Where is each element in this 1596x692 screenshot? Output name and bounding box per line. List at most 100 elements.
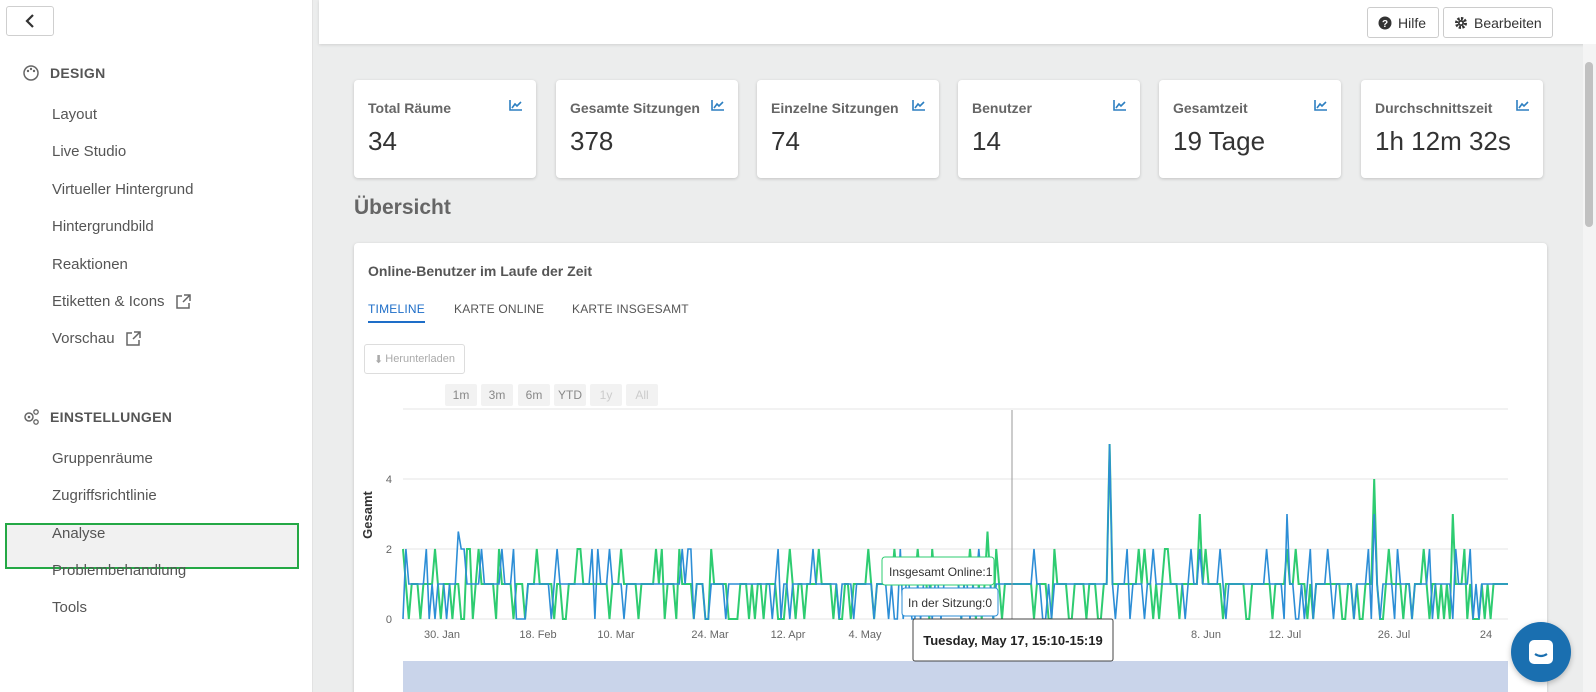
range-all-button[interactable]: All [626, 384, 658, 406]
stat-label: Gesamte Sitzungen [570, 100, 700, 116]
sidebar-item-active-highlight [5, 523, 299, 569]
y-tick-label: 0 [386, 614, 392, 626]
sidebar-item-reactions[interactable]: Reaktionen [52, 256, 128, 273]
y-tick-label: 4 [386, 474, 392, 486]
stat-card-users: Benutzer 14 [958, 80, 1140, 178]
sidebar-item-analytics[interactable]: Analyse [52, 525, 105, 542]
question-circle-icon: ? [1378, 16, 1392, 30]
range-ytd-button[interactable]: YTD [554, 384, 586, 406]
sidebar-item-layout[interactable]: Layout [52, 106, 97, 123]
range-1y-button[interactable]: 1y [590, 384, 622, 406]
gear-icon [1455, 16, 1467, 29]
stat-card-total-sessions: Gesamte Sitzungen 378 [556, 80, 738, 178]
stat-value: 34 [368, 126, 397, 156]
sidebar-item-label: Problembehandlung [52, 562, 187, 579]
x-tick-label: 30. Jan [424, 629, 460, 641]
palette-icon [23, 65, 39, 81]
stat-label: Benutzer [972, 100, 1032, 116]
x-tick-label: 10. Mar [597, 629, 635, 641]
sidebar-item-live-studio[interactable]: Live Studio [52, 143, 126, 160]
x-tick-label: 12. Apr [771, 629, 806, 641]
edit-label: Bearbeiten [1474, 14, 1542, 31]
top-bar: ? Hilfe Bearbeiten [319, 0, 1596, 44]
section-design: DESIGN [22, 64, 105, 82]
sidebar-item-label: Vorschau [52, 330, 115, 347]
sidebar-item-group-rooms[interactable]: Gruppenräume [52, 450, 153, 467]
y-axis-label: Gesamt [360, 490, 375, 538]
x-tick-label: 4. May [848, 629, 882, 641]
sidebar-item-label: Gruppenräume [52, 450, 153, 467]
sidebar-item-label: Virtueller Hintergrund [52, 181, 194, 198]
chevron-left-icon [25, 14, 34, 28]
sidebar-item-tools[interactable]: Tools [52, 599, 87, 616]
help-label: Hilfe [1398, 14, 1427, 31]
x-tick-label: 12. Jul [1269, 629, 1301, 641]
x-tick-label: 18. Feb [519, 629, 556, 641]
tooltip-online-text: Insgesamt Online:1 [889, 565, 993, 579]
tab-timeline[interactable]: TIMELINE [368, 302, 425, 323]
chart-title: Online-Benutzer im Laufe der Zeit [368, 263, 593, 279]
sidebar-item-label: Analyse [52, 525, 106, 542]
sidebar-item-label: Layout [52, 106, 98, 123]
line-chart-icon[interactable] [509, 100, 522, 111]
help-button[interactable]: ? Hilfe [1367, 7, 1439, 38]
chat-icon [1529, 640, 1553, 664]
stat-label: Durchschnittszeit [1375, 100, 1493, 116]
sidebar-item-troubleshooting[interactable]: Problembehandlung [52, 562, 186, 579]
svg-text:?: ? [1382, 19, 1388, 30]
sidebar-item-label: Hintergrundbild [52, 218, 154, 235]
timeline-chart[interactable]: 0 24 Gesamt 30. Jan 18. Feb 10. Mar 24. Mar 12.… [354, 243, 1547, 692]
chart-panel: Online-Benutzer im Laufe der Zeit TIMELI… [354, 243, 1547, 692]
sidebar-item-label: Etiketten & Icons [52, 293, 165, 310]
tooltip-session-box [901, 587, 999, 617]
sidebar-item-labels-icons[interactable]: Etiketten & Icons [52, 293, 192, 310]
sidebar-item-access-policy[interactable]: Zugriffsrichtlinie [52, 487, 157, 504]
tab-map-online[interactable]: KARTE ONLINE [454, 302, 545, 316]
download-icon: ⬇ [374, 353, 384, 366]
range-1m-button[interactable]: 1m [445, 384, 477, 406]
line-chart-icon[interactable] [711, 100, 724, 111]
x-tick-label: 24 [1480, 629, 1492, 641]
stat-label: Gesamtzeit [1173, 100, 1248, 116]
stat-value: 14 [972, 126, 1001, 156]
stat-card-single-sessions: Einzelne Sitzungen 74 [757, 80, 939, 178]
chat-launcher-button[interactable] [1511, 622, 1571, 682]
back-button[interactable] [6, 6, 54, 36]
tooltip-online-box [881, 556, 995, 586]
tooltip-date-text: Tuesday, May 17, 15:10-15:19 [923, 633, 1102, 648]
external-link-icon [125, 331, 141, 346]
x-tick-label: 24. Mar [691, 629, 729, 641]
sidebar-item-background-image[interactable]: Hintergrundbild [52, 218, 154, 235]
range-navigator [403, 661, 1508, 692]
section-settings-title: EINSTELLUNGEN [50, 409, 173, 425]
range-6m-button[interactable]: 6m [518, 384, 550, 406]
sidebar-item-preview[interactable]: Vorschau [52, 330, 142, 347]
sidebar-item-virtual-background[interactable]: Virtueller Hintergrund [52, 181, 193, 198]
line-chart-icon[interactable] [1516, 100, 1529, 111]
download-button[interactable]: ⬇ Herunterladen [364, 344, 465, 374]
gears-icon [24, 409, 39, 425]
scrollbar-thumb[interactable] [1585, 62, 1593, 227]
sidebar: DESIGN Layout Live Studio Virtueller Hin… [0, 0, 313, 692]
page-scrollbar[interactable] [1583, 44, 1596, 692]
tooltip-date-box [912, 618, 1114, 662]
stat-label: Einzelne Sitzungen [771, 100, 899, 116]
x-tick-label: 26. Jul [1378, 629, 1410, 641]
line-chart-icon[interactable] [1314, 100, 1327, 111]
stat-value: 19 Tage [1173, 126, 1266, 156]
section-settings: EINSTELLUNGEN [22, 408, 172, 426]
tooltip-session-text: In der Sitzung:0 [908, 596, 992, 610]
overview-title: Übersicht [354, 196, 451, 219]
download-label: Herunterladen [385, 353, 455, 365]
sidebar-item-label: Reaktionen [52, 256, 128, 273]
stat-label: Total Räume [368, 100, 451, 116]
line-chart-icon[interactable] [1113, 100, 1126, 111]
line-chart-icon[interactable] [912, 100, 925, 111]
x-tick-label: 8. Jun [1191, 629, 1221, 641]
edit-button[interactable]: Bearbeiten [1443, 7, 1553, 38]
section-design-title: DESIGN [50, 65, 106, 81]
tab-map-total[interactable]: KARTE INSGESAMT [572, 302, 689, 316]
stat-card-average-time: Durchschnittszeit 1h 12m 32s [1361, 80, 1543, 178]
sidebar-item-label: Tools [52, 599, 88, 616]
range-3m-button[interactable]: 3m [481, 384, 513, 406]
